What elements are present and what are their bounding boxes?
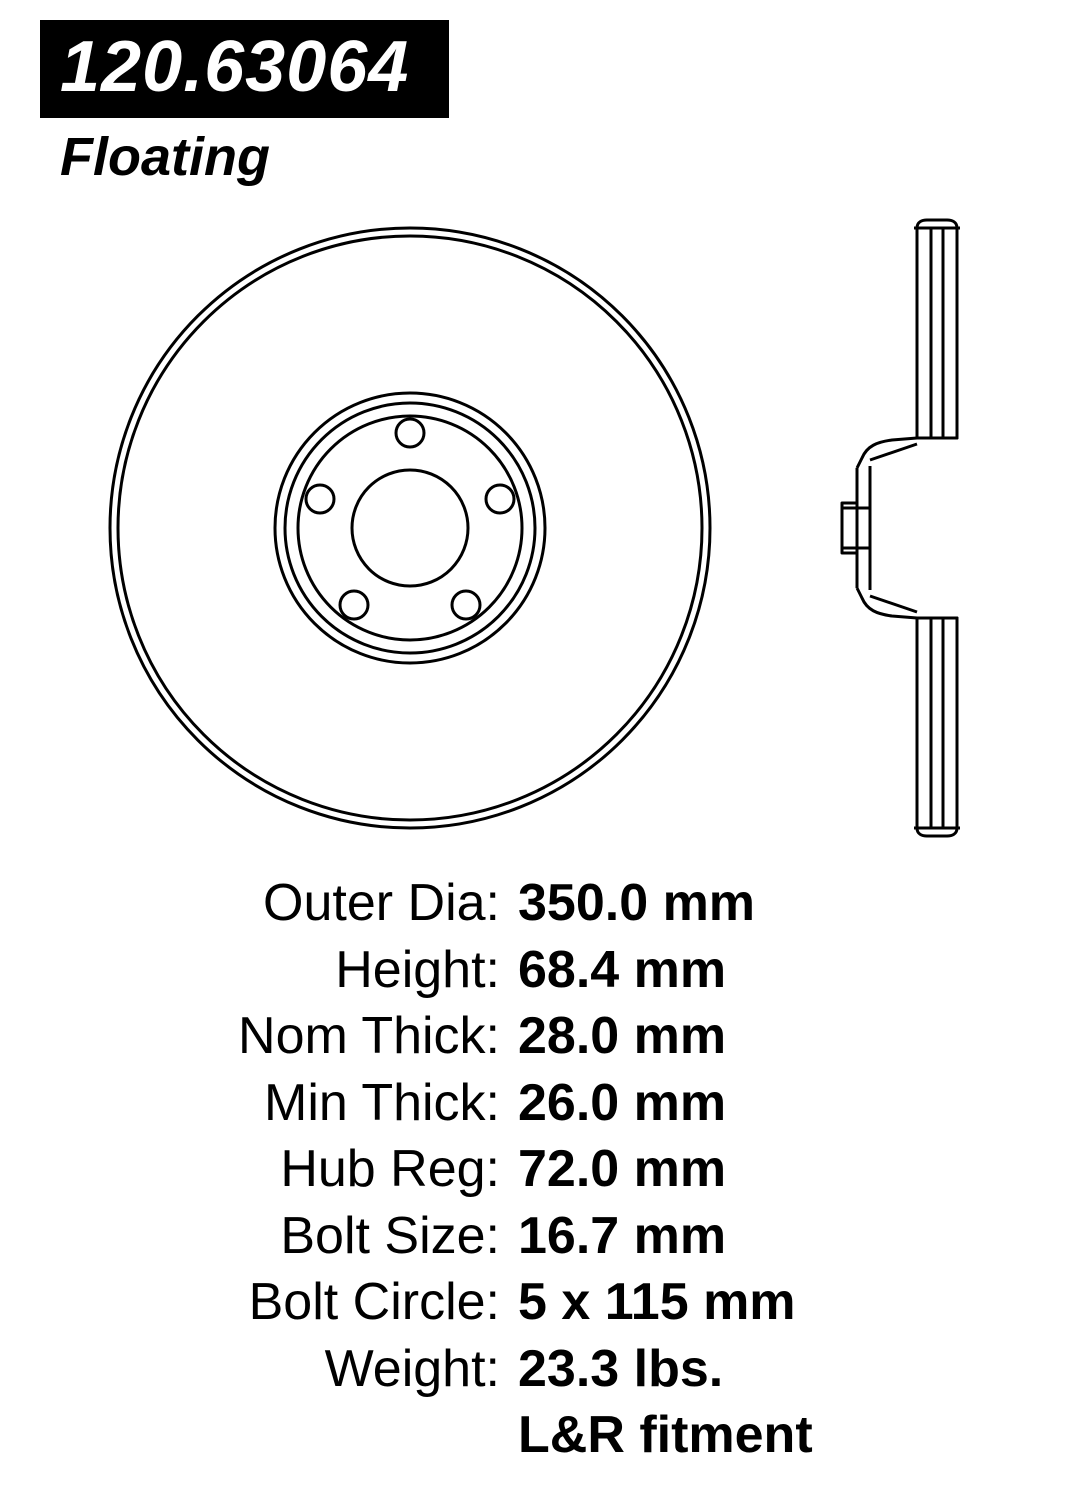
spec-row: Min Thick: 26.0 mm bbox=[0, 1070, 1072, 1137]
technical-drawings bbox=[40, 198, 1032, 838]
page: 120.63064 Floating bbox=[0, 0, 1072, 1500]
spec-label: Bolt Circle: bbox=[0, 1269, 518, 1336]
spec-label: Height: bbox=[0, 937, 518, 1004]
spec-label: Outer Dia: bbox=[0, 870, 518, 937]
spec-label: Bolt Size: bbox=[0, 1203, 518, 1270]
spec-row: Weight: 23.3 lbs. bbox=[0, 1336, 1072, 1403]
part-number-banner: 120.63064 bbox=[40, 20, 449, 118]
spec-row: Height: 68.4 mm bbox=[0, 937, 1072, 1004]
spec-label: Min Thick: bbox=[0, 1070, 518, 1137]
spec-value: 26.0 mm bbox=[518, 1070, 726, 1137]
rotor-profile-view bbox=[822, 208, 992, 848]
fitment-value: L&R fitment bbox=[518, 1402, 813, 1469]
spec-value: 16.7 mm bbox=[518, 1203, 726, 1270]
spec-value: 350.0 mm bbox=[518, 870, 755, 937]
spec-value: 68.4 mm bbox=[518, 937, 726, 1004]
spec-label: Nom Thick: bbox=[0, 1003, 518, 1070]
spec-row: Hub Reg: 72.0 mm bbox=[0, 1136, 1072, 1203]
rotor-face-view bbox=[100, 218, 720, 838]
spec-row: Bolt Size: 16.7 mm bbox=[0, 1203, 1072, 1270]
spec-row: Outer Dia: 350.0 mm bbox=[0, 870, 1072, 937]
spec-table: Outer Dia: 350.0 mm Height: 68.4 mm Nom … bbox=[0, 870, 1072, 1469]
spec-value: 5 x 115 mm bbox=[518, 1269, 796, 1336]
spec-value: 23.3 lbs. bbox=[518, 1336, 723, 1403]
spec-row: Bolt Circle: 5 x 115 mm bbox=[0, 1269, 1072, 1336]
spec-value: 28.0 mm bbox=[518, 1003, 726, 1070]
spec-label: Weight: bbox=[0, 1336, 518, 1403]
spec-label: Hub Reg: bbox=[0, 1136, 518, 1203]
spec-value: 72.0 mm bbox=[518, 1136, 726, 1203]
spec-row: Nom Thick: 28.0 mm bbox=[0, 1003, 1072, 1070]
part-subtitle: Floating bbox=[60, 126, 1032, 188]
fitment-row: L&R fitment bbox=[0, 1402, 1072, 1469]
